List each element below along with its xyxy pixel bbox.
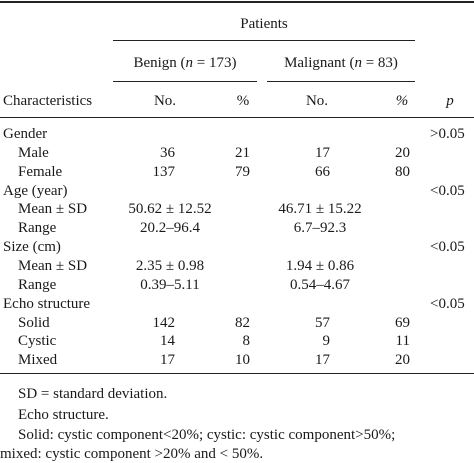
table-row: Solid 142 82 57 69: [0, 314, 474, 332]
row-category: Echo structure: [3, 296, 91, 312]
top-rule: [0, 1, 474, 3]
benign-no: 17: [160, 352, 175, 368]
footnote-mixed: mixed: cystic component >20% and < 50%.: [0, 446, 264, 462]
benign-no-header: No.: [153, 93, 177, 109]
p-value: >0.05: [430, 126, 465, 142]
malignant-pct: 20: [395, 352, 410, 368]
malignant-value: 46.71 ± 15.22: [278, 201, 362, 217]
malignant-no: 17: [315, 145, 330, 161]
malignant-pct: 80: [395, 164, 410, 180]
table-row: Mixed 17 10 17 20: [0, 351, 474, 369]
malignant-no: 66: [315, 164, 330, 180]
benign-value: 0.39–5.11: [140, 277, 200, 293]
malignant-pct: 20: [395, 145, 410, 161]
p-value: <0.05: [430, 296, 465, 312]
malignant-no-header: No.: [305, 93, 329, 109]
p-value: <0.05: [430, 239, 465, 255]
malignant-value: 1.94 ± 0.86: [285, 258, 355, 274]
benign-value: 2.35 ± 0.98: [135, 258, 205, 274]
benign-pct: 82: [235, 315, 250, 331]
benign-value: 50.62 ± 12.52: [128, 201, 212, 217]
malignant-value: 0.54–4.67: [290, 277, 350, 293]
malignant-no: 17: [315, 352, 330, 368]
benign-pct: 10: [235, 352, 250, 368]
malignant-no: 57: [315, 315, 330, 331]
benign-rule: [113, 81, 257, 82]
row-sublabel: Range: [18, 220, 57, 236]
row-sublabel: Male: [18, 145, 49, 161]
malignant-header: Malignant (n = 83): [267, 54, 415, 72]
benign-no: 36: [160, 145, 175, 161]
malignant-value: 6.7–92.3: [293, 220, 347, 236]
patients-header: Patients: [240, 16, 288, 32]
table-row: Age (year) <0.05: [0, 182, 474, 200]
benign-no: 137: [152, 164, 176, 180]
row-category: Gender: [3, 126, 48, 142]
malignant-rule: [267, 81, 415, 82]
characteristics-header: Characteristics: [3, 93, 93, 109]
row-sublabel: Range: [18, 277, 57, 293]
row-sublabel: Mixed: [18, 352, 58, 368]
patients-rule: [113, 40, 415, 41]
footnote-echo: Echo structure.: [18, 407, 109, 423]
table-row: Echo structure <0.05: [0, 295, 474, 313]
p-header: p: [446, 93, 454, 109]
table-row: Female 137 79 66 80: [0, 163, 474, 181]
malignant-pct-header: %: [395, 93, 409, 109]
malignant-pct: 69: [395, 315, 410, 331]
benign-header-label: Benign (n = 173): [133, 55, 237, 71]
benign-no: 14: [160, 333, 175, 349]
table-row: Mean ± SD 2.35 ± 0.98 1.94 ± 0.86: [0, 257, 474, 275]
row-sublabel: Mean ± SD: [18, 258, 88, 274]
table-row: Mean ± SD 50.62 ± 12.52 46.71 ± 15.22: [0, 200, 474, 218]
table-bottom-rule: [0, 373, 474, 374]
benign-pct: 79: [235, 164, 250, 180]
row-sublabel: Cystic: [18, 333, 57, 349]
benign-header: Benign (n = 173): [113, 54, 257, 72]
row-sublabel: Mean ± SD: [18, 201, 88, 217]
table-row: Range 20.2–96.4 6.7–92.3: [0, 219, 474, 237]
benign-value: 20.2–96.4: [140, 220, 200, 236]
row-category: Age (year): [3, 183, 68, 199]
benign-pct: 21: [235, 145, 250, 161]
row-sublabel: Solid: [18, 315, 50, 331]
benign-pct: 8: [242, 333, 251, 349]
malignant-no: 9: [322, 333, 331, 349]
malignant-header-label: Malignant (n = 83): [284, 55, 398, 71]
row-category: Size (cm): [3, 239, 61, 255]
table-row: Male 36 21 17 20: [0, 144, 474, 162]
table-row: Size (cm) <0.05: [0, 238, 474, 256]
benign-pct-header: %: [236, 93, 250, 109]
row-sublabel: Female: [18, 164, 63, 180]
table-row: Range 0.39–5.11 0.54–4.67: [0, 276, 474, 294]
footnote-solid: Solid: cystic component<20%; cystic: cys…: [18, 427, 396, 443]
footnote-sd: SD = standard deviation.: [18, 386, 168, 402]
header-bottom-rule: [0, 117, 474, 118]
table-row: Gender >0.05: [0, 125, 474, 143]
malignant-pct: 11: [395, 333, 410, 349]
p-value: <0.05: [430, 183, 465, 199]
table-row: Cystic 14 8 9 11: [0, 332, 474, 350]
benign-no: 142: [152, 315, 176, 331]
